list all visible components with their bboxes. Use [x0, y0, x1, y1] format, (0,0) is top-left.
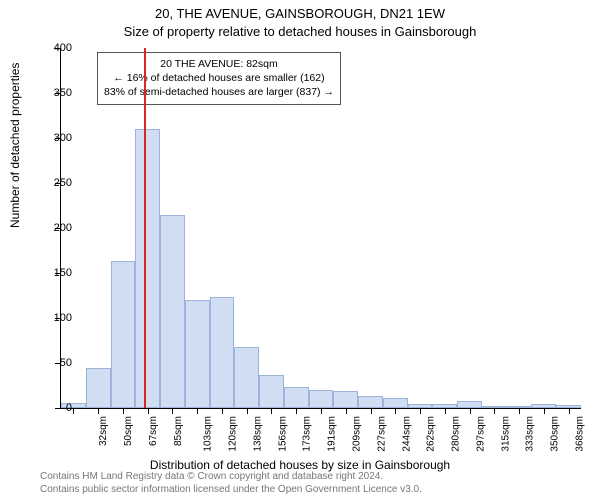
- bar: [358, 396, 383, 408]
- x-tick-label: 191sqm: [327, 416, 338, 452]
- attribution: Contains HM Land Registry data © Crown c…: [40, 471, 422, 496]
- x-tick-label: 368sqm: [574, 416, 585, 452]
- y-tick-label: 350: [42, 87, 72, 99]
- x-tick: [445, 408, 446, 414]
- annotation-line3: 83% of semi-detached houses are larger (…: [104, 85, 334, 99]
- x-tick: [371, 408, 372, 414]
- x-tick: [73, 408, 74, 414]
- x-tick: [470, 408, 471, 414]
- bar: [284, 387, 309, 408]
- x-tick: [197, 408, 198, 414]
- x-tick: [148, 408, 149, 414]
- x-tick: [395, 408, 396, 414]
- x-tick-label: 333sqm: [525, 416, 536, 452]
- bar: [457, 401, 482, 408]
- bar: [210, 297, 235, 408]
- bar: [135, 129, 160, 408]
- bar: [383, 398, 408, 408]
- y-tick-label: 150: [42, 267, 72, 279]
- x-tick-label: 32sqm: [98, 416, 109, 446]
- y-tick-label: 400: [42, 42, 72, 54]
- x-tick-label: 297sqm: [475, 416, 486, 452]
- y-axis-label: Number of detached properties: [8, 63, 22, 228]
- bar: [160, 215, 185, 408]
- x-tick: [321, 408, 322, 414]
- bar: [185, 300, 210, 408]
- bar: [259, 375, 284, 408]
- y-tick-label: 0: [42, 402, 72, 414]
- x-tick-label: 103sqm: [203, 416, 214, 452]
- x-tick: [222, 408, 223, 414]
- x-tick: [420, 408, 421, 414]
- x-tick-label: 156sqm: [277, 416, 288, 452]
- y-tick-label: 300: [42, 132, 72, 144]
- x-tick-label: 138sqm: [253, 416, 264, 452]
- x-tick-label: 350sqm: [550, 416, 561, 452]
- x-tick: [519, 408, 520, 414]
- x-tick-label: 315sqm: [500, 416, 511, 452]
- chart-container: 20, THE AVENUE, GAINSBOROUGH, DN21 1EW S…: [0, 0, 600, 500]
- x-tick: [98, 408, 99, 414]
- attribution-line2: Contains public sector information licen…: [40, 484, 422, 497]
- plot-area: 20 THE AVENUE: 82sqm ← 16% of detached h…: [60, 48, 581, 409]
- chart-title-sub: Size of property relative to detached ho…: [0, 24, 600, 39]
- x-tick: [123, 408, 124, 414]
- y-tick-label: 100: [42, 312, 72, 324]
- x-tick: [172, 408, 173, 414]
- x-tick: [569, 408, 570, 414]
- annotation-line2: ← 16% of detached houses are smaller (16…: [104, 71, 334, 85]
- attribution-line1: Contains HM Land Registry data © Crown c…: [40, 471, 422, 484]
- x-tick-label: 85sqm: [173, 416, 184, 446]
- x-tick: [494, 408, 495, 414]
- x-tick-label: 209sqm: [352, 416, 363, 452]
- x-tick-label: 244sqm: [401, 416, 412, 452]
- bar: [333, 391, 358, 408]
- x-tick: [271, 408, 272, 414]
- x-tick-label: 227sqm: [376, 416, 387, 452]
- x-tick-label: 120sqm: [228, 416, 239, 452]
- x-tick: [247, 408, 248, 414]
- x-tick: [296, 408, 297, 414]
- annotation-box: 20 THE AVENUE: 82sqm ← 16% of detached h…: [97, 52, 341, 105]
- bar: [111, 261, 136, 408]
- y-tick-label: 250: [42, 177, 72, 189]
- x-axis-label: Distribution of detached houses by size …: [0, 458, 600, 472]
- x-tick: [346, 408, 347, 414]
- y-tick-label: 50: [42, 357, 72, 369]
- y-tick-label: 200: [42, 222, 72, 234]
- bar: [309, 390, 334, 408]
- x-tick: [544, 408, 545, 414]
- bar: [234, 347, 259, 408]
- annotation-line1: 20 THE AVENUE: 82sqm: [104, 57, 334, 71]
- x-tick-label: 67sqm: [148, 416, 159, 446]
- x-tick-label: 173sqm: [302, 416, 313, 452]
- reference-line: [144, 48, 146, 408]
- x-tick-label: 280sqm: [451, 416, 462, 452]
- x-tick-label: 262sqm: [426, 416, 437, 452]
- chart-title-main: 20, THE AVENUE, GAINSBOROUGH, DN21 1EW: [0, 6, 600, 21]
- x-tick-label: 50sqm: [123, 416, 134, 446]
- bar: [86, 368, 111, 408]
